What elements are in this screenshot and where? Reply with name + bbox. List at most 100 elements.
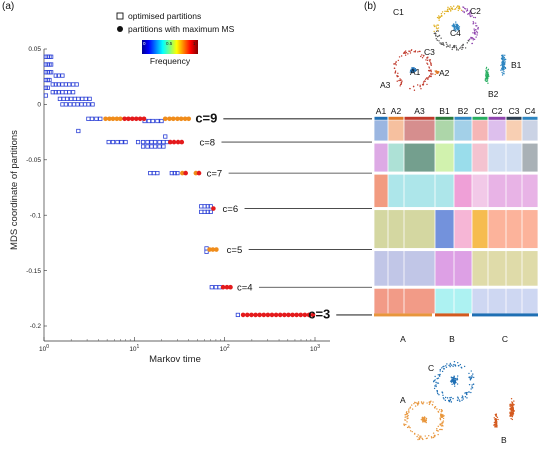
cloud-point <box>424 419 427 421</box>
y-tick-label: 0.05 <box>28 46 41 53</box>
cloud-point <box>473 38 476 41</box>
cloud-point <box>472 21 474 23</box>
sankey-column-label: C2 <box>492 106 503 116</box>
sankey-group-bar <box>435 313 469 317</box>
cluster-label-a2: A2 <box>439 68 450 78</box>
max-ms-point <box>196 170 202 176</box>
max-ms-point <box>273 312 279 318</box>
max-ms-point <box>126 116 131 122</box>
cloud-point <box>454 380 456 383</box>
cloud-point <box>510 409 513 412</box>
cloud-point <box>474 31 476 34</box>
cloud-point <box>434 73 436 76</box>
max-ms-point <box>302 312 308 318</box>
max-ms-point <box>306 312 312 318</box>
cloud-point <box>460 9 463 11</box>
max-ms-point <box>210 247 216 252</box>
cloud-point <box>510 417 512 420</box>
cloud-point <box>414 68 417 70</box>
cloud-point <box>428 67 431 69</box>
cloud-point <box>455 378 458 380</box>
max-ms-point <box>294 312 299 318</box>
max-ms-point <box>211 206 216 211</box>
cloud-point <box>475 22 477 24</box>
cloud-point <box>426 437 428 439</box>
max-ms-point <box>257 312 262 318</box>
y-ticks: 0.05 0 -0.05 -0.1 -0.15 -0.2 <box>26 46 47 330</box>
cloud-point <box>430 69 432 71</box>
cloud-point <box>496 425 498 427</box>
cloud-point <box>473 28 475 30</box>
optimised-partition-point <box>86 102 91 107</box>
cloud-point <box>495 413 497 416</box>
cloud-point <box>456 23 458 26</box>
max-ms-point <box>261 312 267 318</box>
optimised-partition-point <box>71 82 76 87</box>
sankey-flow-block <box>488 210 506 249</box>
max-ms-point <box>130 116 135 122</box>
cluster-count-annotation: c=6 <box>223 204 239 215</box>
optimised-partition-point <box>71 102 77 107</box>
sankey-flow-block <box>472 288 488 314</box>
cloud-point <box>437 27 440 29</box>
cloud-point <box>417 51 419 53</box>
cloud-point <box>411 430 413 433</box>
cluster-label-c3: C3 <box>424 47 435 57</box>
cloud-point <box>449 362 452 365</box>
sankey-flow-block <box>522 288 538 314</box>
cloud-point <box>453 376 455 378</box>
cloud-point <box>423 417 425 419</box>
cloud-point <box>398 79 400 82</box>
cloud-point <box>412 71 415 73</box>
cloud-point <box>472 32 474 34</box>
cloud-point <box>457 27 460 29</box>
cluster-label-b2: B2 <box>488 89 499 99</box>
cloud-point <box>421 403 424 405</box>
cloud-point <box>494 425 496 427</box>
cloud-point <box>471 42 474 45</box>
optimised-partition-point <box>49 70 54 75</box>
cloud-point <box>437 425 439 428</box>
cloud-point <box>426 77 428 79</box>
cloud-point <box>458 364 460 367</box>
cloud-point <box>424 78 427 80</box>
optimised-partition-point <box>60 82 65 87</box>
cluster-label-c2: C2 <box>470 6 481 16</box>
sankey-flow-block <box>404 143 435 172</box>
cloud-point <box>503 71 505 73</box>
cloud-point <box>485 66 488 69</box>
optimised-partition-point <box>106 139 111 145</box>
optimised-partition-point <box>209 285 214 290</box>
cloud-point <box>420 88 422 90</box>
cloud-point <box>399 79 401 82</box>
sankey-column-label: A1 <box>376 106 387 116</box>
cloud-point <box>437 24 440 26</box>
cloud-point <box>463 11 465 14</box>
cloud-point <box>501 66 504 69</box>
cloud-point <box>439 424 441 426</box>
cloud-point <box>476 34 478 36</box>
sankey-flow-block <box>454 288 472 314</box>
optimised-partition-point <box>213 285 219 290</box>
cloud-point <box>450 381 453 383</box>
max-ms-point <box>182 116 188 122</box>
optimised-partition-point <box>68 102 73 107</box>
cloud-point <box>439 418 442 421</box>
optimised-partition-point <box>47 77 52 83</box>
cloud-point <box>439 428 441 431</box>
cloud-point <box>488 75 490 78</box>
sankey-flow-block <box>506 210 522 249</box>
optimised-partition-point <box>56 73 61 78</box>
optimised-partition-point <box>163 134 168 139</box>
cloud-point <box>413 68 416 71</box>
cloud-point <box>434 435 436 438</box>
cloud-point <box>503 62 506 65</box>
cloud-point <box>451 48 453 51</box>
sankey-flow-block <box>454 143 472 172</box>
optimised-partition-point <box>74 82 79 87</box>
cloud-point <box>394 63 397 65</box>
cloud-point <box>397 72 399 74</box>
cloud-point <box>446 397 449 399</box>
cloud-point <box>458 399 460 401</box>
cloud-point <box>446 363 448 365</box>
